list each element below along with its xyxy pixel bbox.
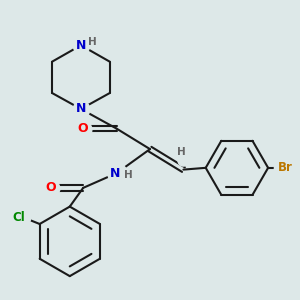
Text: Br: Br xyxy=(278,161,292,174)
Text: N: N xyxy=(76,39,86,52)
Text: N: N xyxy=(76,103,86,116)
Text: O: O xyxy=(45,182,56,194)
Text: H: H xyxy=(177,147,186,157)
Text: N: N xyxy=(110,167,120,180)
Text: Cl: Cl xyxy=(12,211,25,224)
Text: H: H xyxy=(124,170,133,180)
Text: H: H xyxy=(88,37,97,47)
Text: O: O xyxy=(78,122,88,135)
